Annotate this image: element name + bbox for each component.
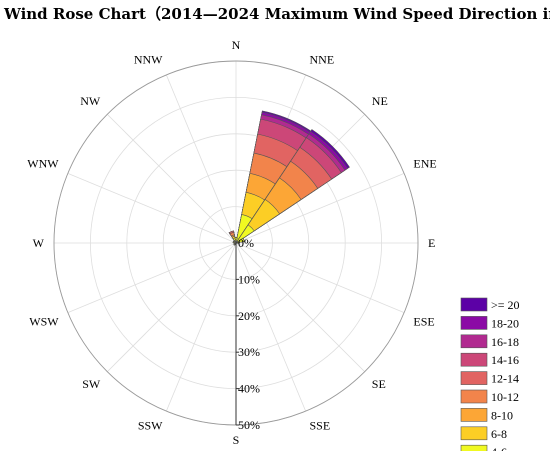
- legend-label: 12-14: [491, 372, 519, 386]
- bar-sw-bin-0: [233, 242, 237, 246]
- grid-spoke: [235, 172, 405, 244]
- direction-label-n: N: [232, 38, 241, 52]
- bar-wnw-bin-0: [232, 240, 237, 244]
- direction-label-se: SE: [372, 377, 386, 391]
- legend-swatch: [460, 408, 488, 422]
- grid-spoke: [67, 242, 237, 314]
- chart-title: Wind Rose Chart（2014—2024 Maximum Wind S…: [3, 5, 550, 23]
- legend-label: >= 20: [491, 298, 520, 312]
- legend-label: 14-16: [491, 353, 519, 367]
- direction-label-s: S: [233, 433, 240, 447]
- direction-label-wsw: WSW: [29, 315, 59, 329]
- direction-label-nw: NW: [80, 94, 101, 108]
- direction-label-ne: NE: [372, 94, 388, 108]
- radial-axis: 0% 10% 20% 30% 40% 50%: [235, 236, 260, 432]
- direction-label-ene: ENE: [413, 157, 436, 171]
- legend-label: 8-10: [491, 408, 513, 422]
- legend-label: 6-8: [491, 427, 507, 441]
- direction-label-w: W: [33, 236, 45, 250]
- direction-label-nne: NNE: [310, 53, 335, 67]
- legend-swatch: [460, 297, 488, 312]
- grid-spoke: [107, 242, 237, 372]
- legend-label: 18-20: [491, 316, 519, 330]
- direction-label-sw: SW: [82, 377, 101, 391]
- legend-swatch: [460, 371, 488, 385]
- legend-label: 16-18: [491, 335, 519, 349]
- grid-spoke: [235, 242, 365, 372]
- wind-bars: [228, 110, 350, 246]
- legend-label: 10-12: [491, 390, 519, 404]
- grid-spoke: [235, 242, 307, 412]
- grid-spoke: [165, 74, 237, 244]
- grid-spoke: [235, 242, 405, 314]
- direction-label-sse: SSE: [310, 418, 331, 432]
- legend: >= 20 18-20 16-18 14-16 12-14 10-12 8-10 6-8 4-6: [460, 297, 520, 451]
- grid-spoke: [67, 172, 237, 244]
- bar-ne-bin-0: [235, 224, 255, 244]
- direction-label-e: E: [428, 236, 435, 250]
- radial-tick-label: 40%: [238, 382, 260, 396]
- direction-label-ese: ESE: [413, 315, 434, 329]
- direction-labels: N NNE NE ENE E ESE SE SSE S SSW SW WSW W WNW NW NNW: [27, 38, 436, 447]
- direction-label-nnw: NNW: [134, 53, 163, 67]
- direction-label-ssw: SSW: [138, 418, 163, 432]
- legend-swatch: [460, 316, 488, 330]
- radial-tick-label: 20%: [238, 309, 260, 323]
- legend-swatch: [460, 334, 488, 349]
- legend-label: 4-6: [491, 445, 507, 451]
- legend-swatch: [460, 352, 488, 367]
- grid-spoke: [107, 114, 237, 244]
- radial-tick-label: 0%: [238, 236, 254, 250]
- legend-swatch: [460, 426, 488, 441]
- legend-swatch: [460, 444, 488, 451]
- radial-tick-label: 10%: [238, 272, 260, 286]
- radial-tick-label: 30%: [238, 345, 260, 359]
- legend-swatch: [460, 389, 488, 404]
- direction-label-wnw: WNW: [27, 157, 59, 171]
- grid-spoke: [165, 242, 237, 412]
- bar-ene-bin-0: [235, 237, 245, 244]
- radial-tick-label: 50%: [238, 418, 260, 432]
